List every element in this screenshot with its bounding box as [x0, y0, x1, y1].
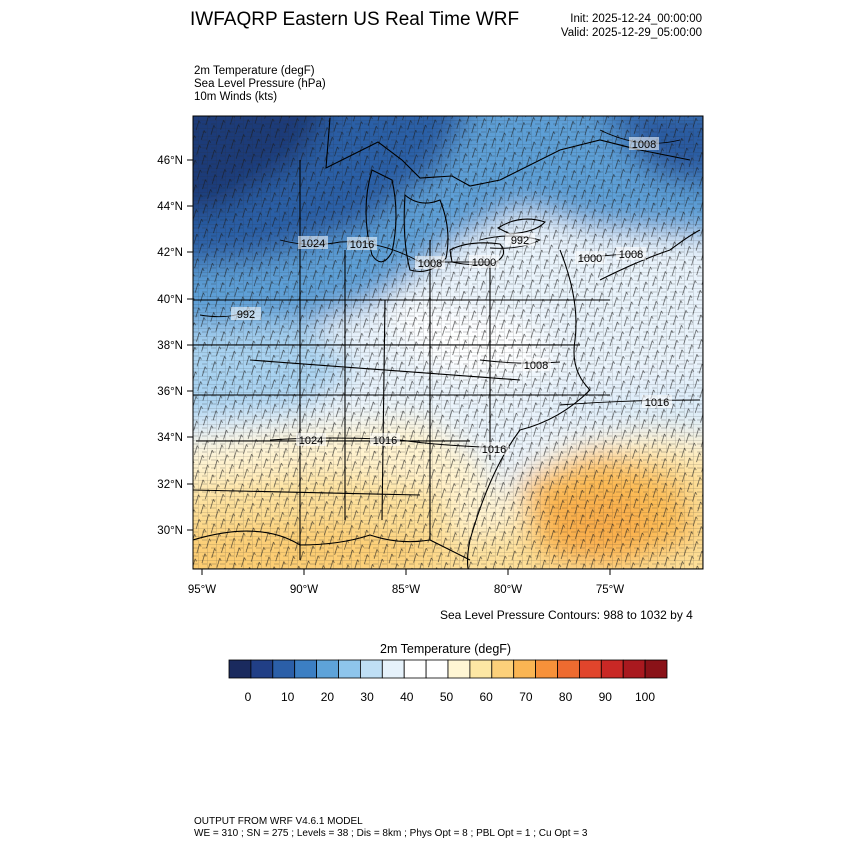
isobar-label-bg: [642, 395, 672, 408]
colorbar-label: 50: [439, 690, 454, 704]
temperature-field: [193, 116, 703, 569]
colorbar-label: 80: [558, 690, 573, 704]
colorbar-label: 100: [634, 690, 656, 704]
colorbar-swatch: [622, 659, 646, 679]
isobar-labels: 1008 992 1024 1016 1008 1000 1000 1008 992 1008 10…: [231, 137, 672, 456]
colorbar-label: 40: [400, 690, 414, 704]
lat-label: 46°N: [157, 155, 183, 167]
lon-axis: 95°W 90°W 85°W 80°W 75°W: [188, 569, 624, 596]
isobar-label-bg: [231, 307, 261, 320]
init-time: Init: 2025-12-24_00:00:00: [570, 13, 702, 25]
colorbar-label: 20: [320, 690, 335, 704]
colorbar-swatch: [403, 659, 427, 679]
colorbar-swatch: [600, 659, 624, 679]
isobar-label: 1008: [619, 249, 643, 261]
isobar-label-bg: [296, 433, 326, 446]
lat-label: 36°N: [157, 386, 183, 398]
colorbar-swatch: [316, 659, 339, 679]
lat-axis: 46°N 44°N 42°N 40°N 38°N 36°N 34°N 32°N 30°N: [157, 155, 193, 537]
colorbar-swatch: [294, 659, 317, 679]
temperature-colorbar: [228, 659, 668, 679]
model-info: OUTPUT FROM WRF V4.6.1 MODEL: [194, 816, 363, 827]
lat-label: 30°N: [157, 525, 183, 537]
colorbar-swatch: [272, 659, 296, 679]
lon-label: 80°W: [494, 584, 522, 596]
field-label-winds: 10m Winds (kts): [194, 91, 278, 103]
isobar-label-bg: [479, 442, 509, 455]
colorbar-swatch: [491, 659, 515, 679]
lon-label: 95°W: [188, 584, 216, 596]
colorbar-label: 90: [598, 690, 612, 704]
colorbar-swatch: [381, 659, 405, 679]
model-config: WE = 310 ; SN = 275 ; Levels = 38 ; Dis …: [194, 828, 588, 839]
lat-label: 38°N: [157, 340, 183, 352]
isobar-label: 1008: [418, 258, 442, 270]
lat-label: 44°N: [157, 201, 183, 213]
isobar-label: 1016: [373, 435, 397, 447]
colorbar-swatch: [447, 659, 471, 679]
isobar-label: 1008: [524, 360, 548, 372]
lon-label: 85°W: [392, 584, 420, 596]
isobar-label-bg: [521, 358, 551, 371]
colorbar-swatch: [644, 659, 668, 679]
isobar-label: 1016: [645, 397, 669, 409]
chart-title: IWFAQRP Eastern US Real Time WRF: [190, 9, 520, 30]
isobar-label-bg: [505, 233, 535, 246]
colorbar-swatch: [557, 659, 580, 679]
colorbar-swatch: [359, 659, 383, 679]
isobar-label-bg: [370, 433, 400, 446]
map-frame: [192, 115, 704, 570]
colorbar-label: 30: [360, 690, 374, 704]
lat-label: 40°N: [157, 294, 183, 306]
isobar-label-bg: [415, 256, 445, 269]
colorbar-label: 70: [519, 690, 533, 704]
isobar-label: 1024: [299, 435, 323, 447]
isobar-label: 992: [237, 309, 255, 321]
lon-label: 75°W: [596, 584, 624, 596]
field-label-temperature: 2m Temperature (degF): [194, 65, 315, 77]
lat-label: 32°N: [157, 479, 183, 491]
contour-note: Sea Level Pressure Contours: 988 to 1032…: [440, 608, 693, 622]
colorbar-label: 10: [281, 690, 295, 704]
colorbar-title: 2m Temperature (degF): [380, 642, 512, 656]
isobar-label: 992: [511, 235, 529, 247]
colorbar-label: 0: [244, 690, 252, 704]
isobar-label: 1000: [472, 257, 496, 269]
colorbar-swatch: [425, 659, 449, 679]
isobar-label-bg: [629, 137, 659, 150]
isobar-label: 1016: [350, 239, 374, 251]
isobar-label: 1008: [632, 139, 656, 151]
isobar-label-bg: [575, 251, 605, 264]
state-borders: [193, 117, 701, 569]
colorbar-label: 60: [479, 690, 493, 704]
isobar-label: 1024: [301, 238, 325, 250]
isobar-label: 1016: [482, 444, 506, 456]
lat-label: 42°N: [157, 247, 183, 259]
isobar-label-bg: [469, 255, 499, 268]
colorbar-swatch: [469, 659, 493, 679]
isobar-label-bg: [298, 236, 328, 249]
valid-time: Valid: 2025-12-29_05:00:00: [560, 27, 702, 39]
isobar-label: 1000: [578, 253, 602, 265]
colorbar-swatch: [338, 659, 361, 679]
colorbar-swatch: [513, 659, 537, 679]
isobar-label-bg: [616, 247, 646, 260]
isobar-label-bg: [347, 237, 377, 250]
colorbar-swatch: [535, 659, 558, 679]
field-label-pressure: Sea Level Pressure (hPa): [194, 78, 326, 90]
colorbar-swatch: [228, 659, 252, 679]
colorbar-swatch: [250, 659, 274, 679]
colorbar-swatch: [578, 659, 602, 679]
lat-label: 34°N: [157, 432, 183, 444]
lon-label: 90°W: [290, 584, 318, 596]
